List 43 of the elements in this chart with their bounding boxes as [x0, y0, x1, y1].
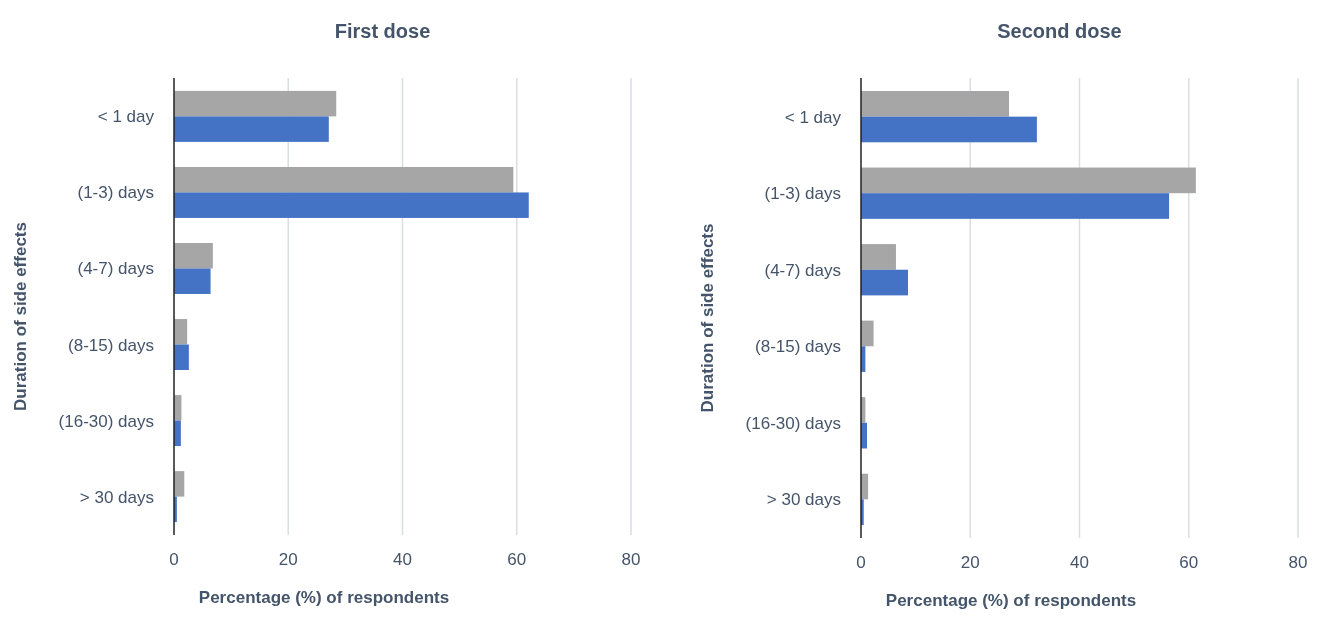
x-tick-label: 20: [278, 550, 298, 569]
y-tick-label: (1-3) days: [77, 183, 154, 203]
y-tick-label: > 30 days: [79, 487, 154, 507]
y-tick-label: > 30 days: [766, 490, 841, 510]
bar: [174, 268, 211, 294]
bar: [174, 344, 189, 370]
bar: [861, 91, 1010, 117]
x-axis-title: Percentage (%) of respondents: [885, 591, 1137, 610]
x-tick-label: 80: [621, 550, 641, 569]
y-tick-label: < 1 day: [97, 107, 155, 127]
bar: [861, 320, 874, 347]
bar: [174, 192, 529, 218]
y-tick-label: (4-7) days: [77, 259, 154, 279]
chart-title: First dose: [334, 20, 431, 42]
bar: [861, 269, 908, 296]
bar: [861, 167, 1196, 194]
x-tick-label: 80: [1288, 553, 1308, 572]
bar: [174, 90, 337, 117]
y-tick-label: (4-7) days: [764, 260, 841, 280]
y-tick-label: (8-15) days: [68, 335, 154, 355]
bar: [861, 244, 896, 270]
bar: [174, 319, 188, 345]
x-tick-label: 40: [393, 550, 412, 569]
x-tick-label: 0: [169, 550, 179, 569]
bar: [861, 193, 1170, 219]
x-tick-label: 20: [960, 553, 980, 572]
chart-title: Second dose: [997, 20, 1122, 42]
y-tick-label: (8-15) days: [755, 337, 841, 357]
bar: [861, 116, 1037, 143]
x-tick-label: 60: [507, 550, 527, 569]
x-tick-label: 60: [1179, 553, 1199, 572]
y-tick-label: < 1 day: [784, 107, 842, 127]
bar: [174, 166, 514, 193]
x-axis-title: Percentage (%) of respondents: [198, 588, 450, 607]
bar: [174, 243, 213, 269]
x-tick-label: 0: [856, 553, 866, 572]
y-tick-label: (16-30) days: [58, 411, 154, 431]
x-tick-label: 40: [1070, 553, 1089, 572]
bar: [174, 116, 329, 142]
y-axis-title: Duration of side effects: [11, 222, 30, 411]
y-axis-title: Duration of side effects: [698, 223, 717, 413]
y-tick-label: (1-3) days: [764, 184, 841, 204]
y-tick-label: (16-30) days: [745, 413, 841, 433]
